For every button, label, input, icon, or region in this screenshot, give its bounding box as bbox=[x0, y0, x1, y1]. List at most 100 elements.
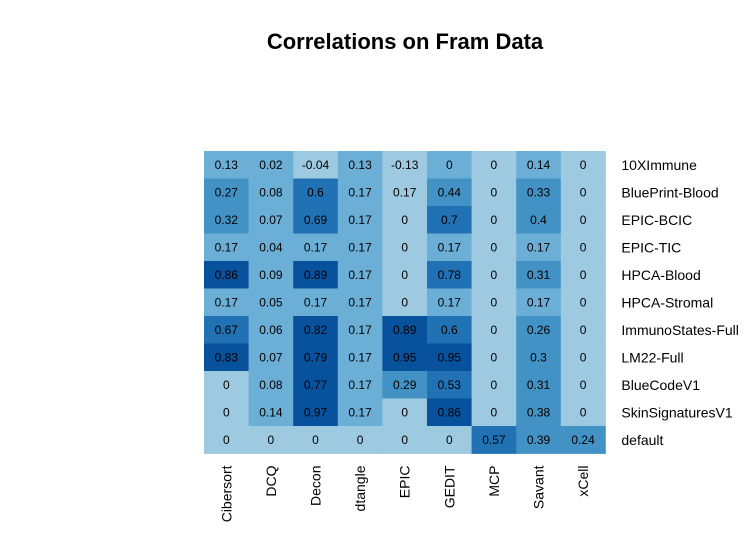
heatmap-cell-4-2 bbox=[293, 261, 339, 289]
cell-value-label: 0.31 bbox=[527, 268, 551, 282]
heatmap-cell-5-8 bbox=[560, 288, 606, 317]
cell-value-label: 0.53 bbox=[438, 378, 462, 392]
heatmap-cell-6-8 bbox=[560, 316, 606, 344]
heatmap-cell-0-6 bbox=[471, 151, 517, 179]
cell-value-label: 0.89 bbox=[393, 323, 417, 337]
cell-value-label: 0.17 bbox=[348, 378, 372, 392]
cell-value-label: 0 bbox=[491, 323, 498, 337]
cell-value-label: 0 bbox=[491, 240, 498, 254]
heatmap-cell-3-8 bbox=[560, 233, 606, 262]
cell-value-label: 0.17 bbox=[348, 240, 372, 254]
heatmap-cell-0-4 bbox=[382, 151, 428, 179]
cell-value-label: -0.04 bbox=[302, 158, 330, 172]
cell-value-label: 0 bbox=[491, 268, 498, 282]
heatmap-cell-6-4 bbox=[382, 316, 428, 344]
heatmap-cell-8-5 bbox=[427, 371, 472, 399]
column-label: DCQ bbox=[263, 465, 279, 496]
column-label: EPIC bbox=[397, 466, 413, 499]
cell-value-label: 0 bbox=[491, 185, 498, 199]
heatmap-cell-9-2 bbox=[293, 398, 339, 427]
heatmap-cell-2-4 bbox=[382, 206, 428, 234]
cell-value-label: 0.95 bbox=[438, 350, 462, 364]
cell-value-label: 0.17 bbox=[215, 295, 239, 309]
heatmap-cell-10-6 bbox=[471, 426, 517, 454]
row-label: HPCA-Blood bbox=[621, 267, 700, 283]
cell-value-label: 0.31 bbox=[527, 378, 551, 392]
row-label: SkinSignaturesV1 bbox=[621, 404, 733, 420]
heatmap-cell-2-7 bbox=[516, 206, 562, 234]
row-labels: 10XImmune BluePrint-Blood EPIC-BCIC EPIC-TI… bbox=[621, 157, 738, 448]
cell-value-label: 0 bbox=[401, 268, 408, 282]
cell-value-label: 0.26 bbox=[527, 323, 551, 337]
heatmap-cell-9-1 bbox=[248, 398, 294, 427]
cell-value-label: 0 bbox=[312, 433, 319, 447]
heatmap-cell-9-8 bbox=[560, 398, 606, 427]
cell-value-label: 0.69 bbox=[304, 213, 328, 227]
row-label: default bbox=[621, 432, 663, 448]
heatmap-cell-1-1 bbox=[248, 178, 294, 207]
heatmap-cell-2-5 bbox=[427, 206, 472, 234]
heatmap-cell-10-7 bbox=[516, 426, 562, 454]
heatmap-cell-3-7 bbox=[516, 233, 562, 262]
heatmap-cell-6-7 bbox=[516, 316, 562, 344]
cell-value-label: 0.86 bbox=[215, 268, 239, 282]
heatmap-cell-3-1 bbox=[248, 233, 294, 262]
heatmap-cell-0-7 bbox=[516, 151, 562, 179]
column-label: Decon bbox=[308, 466, 324, 506]
heatmap-cell-9-3 bbox=[337, 398, 383, 427]
heatmap-cell-7-3 bbox=[337, 343, 383, 372]
cell-value-label: 0.17 bbox=[348, 185, 372, 199]
heatmap-cell-1-6 bbox=[471, 178, 517, 207]
cell-value-label: 0 bbox=[580, 378, 587, 392]
row-label: ImmunoStates-Full bbox=[621, 322, 738, 338]
heatmap-cell-4-7 bbox=[516, 261, 562, 289]
cell-value-label: 0.77 bbox=[304, 378, 328, 392]
cell-value-label: 0.44 bbox=[438, 185, 462, 199]
heatmap-cell-6-3 bbox=[337, 316, 383, 344]
cell-value-label: 0.39 bbox=[527, 433, 551, 447]
cell-value-label: 0 bbox=[580, 213, 587, 227]
heatmap-cell-7-7 bbox=[516, 343, 562, 372]
heatmap-cell-2-6 bbox=[471, 206, 517, 234]
heatmap-cell-1-8 bbox=[560, 178, 606, 207]
heatmap-cell-8-2 bbox=[293, 371, 339, 399]
cell-value-label: 0 bbox=[401, 405, 408, 419]
cell-value-label: 0.97 bbox=[304, 405, 328, 419]
cell-value-label: 0.06 bbox=[259, 323, 283, 337]
cell-value-label: 0 bbox=[446, 158, 453, 172]
cell-value-label: 0 bbox=[491, 213, 498, 227]
heatmap-cell-10-5 bbox=[427, 426, 472, 454]
cell-value-label: 0.17 bbox=[348, 323, 372, 337]
heatmap-cell-8-3 bbox=[337, 371, 383, 399]
column-label: xCell bbox=[575, 466, 591, 497]
cell-value-label: 0.08 bbox=[259, 185, 283, 199]
cell-value-label: 0 bbox=[223, 378, 230, 392]
heatmap-cell-7-6 bbox=[471, 343, 517, 372]
cell-value-label: 0 bbox=[580, 405, 587, 419]
cell-value-label: 0.13 bbox=[348, 158, 372, 172]
cell-value-label: 0.17 bbox=[527, 295, 551, 309]
heatmap-cell-10-4 bbox=[382, 426, 428, 454]
heatmap-cell-4-3 bbox=[337, 261, 383, 289]
heatmap-cell-1-7 bbox=[516, 178, 562, 207]
cell-value-label: 0.02 bbox=[259, 158, 283, 172]
chart-title: Correlations on Fram Data bbox=[267, 29, 544, 54]
cell-value-label: 0 bbox=[580, 323, 587, 337]
heatmap-cell-3-4 bbox=[382, 233, 428, 262]
heatmap-cell-0-3 bbox=[337, 151, 383, 179]
cell-value-label: 0 bbox=[580, 350, 587, 364]
heatmap-cell-labels: 0.13 0.02 -0.04 0.13 -0.13 0 0 0.14 0 0.27 0.08 0.6… bbox=[215, 158, 595, 447]
heatmap-cell-3-0 bbox=[204, 233, 249, 262]
cell-value-label: 0 bbox=[580, 240, 587, 254]
heatmap-cell-1-2 bbox=[293, 178, 339, 207]
cell-value-label: 0 bbox=[268, 433, 275, 447]
cell-value-label: 0.32 bbox=[215, 213, 239, 227]
heatmap-cell-4-5 bbox=[427, 261, 472, 289]
cell-value-label: 0.09 bbox=[259, 268, 283, 282]
column-label: MCP bbox=[486, 466, 502, 497]
heatmap-cell-0-5 bbox=[427, 151, 472, 179]
cell-value-label: 0.04 bbox=[259, 240, 283, 254]
heatmap-cell-2-2 bbox=[293, 206, 339, 234]
cell-value-label: 0.33 bbox=[527, 185, 551, 199]
